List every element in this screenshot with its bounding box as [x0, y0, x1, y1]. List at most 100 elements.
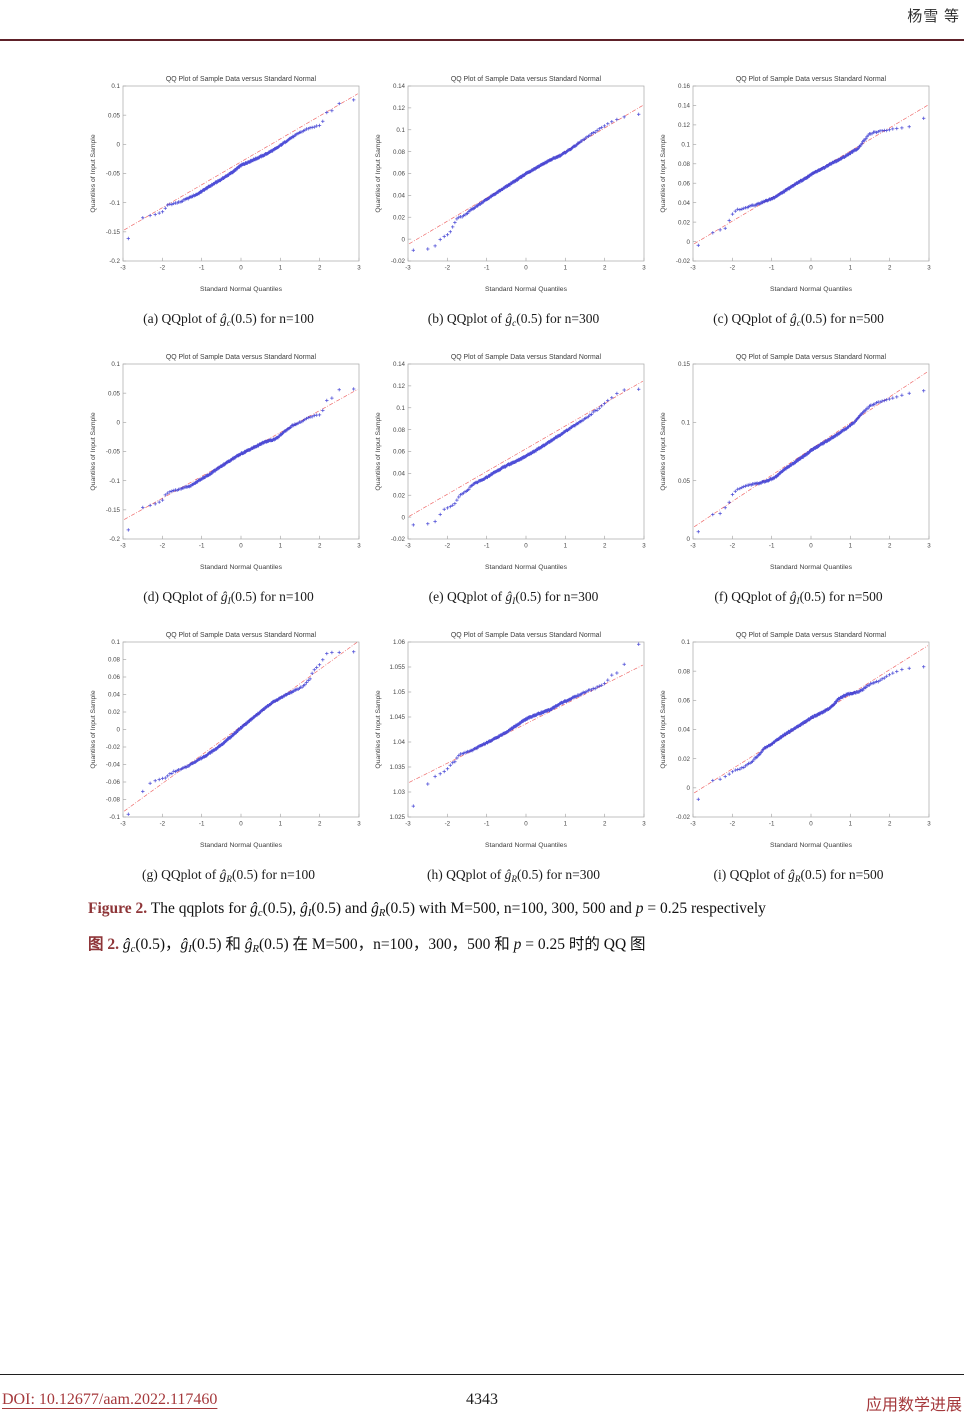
- caption-segment: c: [512, 318, 517, 328]
- y-tick-label: 0.04: [678, 727, 691, 734]
- subplot-caption-c: (c) QQplot of ĝc(0.5) for n=500: [656, 294, 941, 350]
- y-axis-label: Quantiles of Input Sample: [660, 690, 667, 768]
- x-tick-label: 1: [564, 543, 568, 550]
- caption-segment: ĝ: [788, 867, 795, 882]
- x-tick-label: 0: [809, 821, 813, 828]
- reference-line: [409, 664, 643, 783]
- qqplot-cell-d: -3 -2 -1 0 1 2 3 -0.2 -0.15 -0.1 -0.05 0 0.05 0.1 QQ P…: [86, 350, 371, 628]
- x-tick-label: 3: [642, 543, 646, 550]
- qqplot-grid: -3 -2 -1 0 1 2 3 -0.2 -0.15 -0.1 -0.05 0 0.05 0.1 QQ P…: [86, 72, 941, 906]
- caption-segment: (e): [428, 589, 448, 604]
- y-tick-label: -0.2: [109, 258, 120, 265]
- y-axis-label: Quantiles of Input Sample: [660, 134, 667, 212]
- y-tick-label: 0.05: [678, 478, 691, 485]
- x-tick-label: -2: [730, 821, 736, 828]
- x-tick-label: 0: [524, 821, 528, 828]
- subplot-caption-e: (e) QQplot of ĝI(0.5) for n=300: [371, 572, 656, 628]
- plot-title: QQ Plot of Sample Data versus Standard N…: [736, 76, 887, 83]
- y-tick-label: 0.02: [393, 492, 406, 499]
- y-tick-label: -0.02: [676, 258, 691, 265]
- y-axis-label: Quantiles of Input Sample: [90, 690, 97, 768]
- y-tick-label: 0.1: [111, 639, 120, 646]
- caption-segment: p: [635, 900, 644, 917]
- figure-caption-english: Figure 2. The qqplots for ĝc(0.5), ĝI(0.…: [88, 893, 964, 929]
- qqplot-cell-a: -3 -2 -1 0 1 2 3 -0.2 -0.15 -0.1 -0.05 0 0.05 0.1 QQ P…: [86, 72, 371, 350]
- caption-segment: QQplot of: [447, 589, 506, 604]
- footer-rule: [0, 1374, 964, 1375]
- y-tick-label: 0.05: [108, 390, 121, 397]
- x-axis-label: Standard Normal Quantiles: [770, 564, 853, 571]
- figure-caption: Figure 2. The qqplots for ĝc(0.5), ĝI(0.…: [88, 893, 964, 965]
- x-tick-label: -3: [405, 821, 411, 828]
- caption-segment: QQplot of: [731, 311, 791, 326]
- y-tick-label: -0.15: [106, 229, 121, 236]
- x-tick-label: -3: [120, 543, 126, 550]
- x-tick-label: 2: [318, 821, 322, 828]
- y-tick-label: 1.05: [393, 689, 406, 696]
- caption-segment: (0.5) for n=500: [800, 311, 884, 326]
- qq-plot-a: -3 -2 -1 0 1 2 3 -0.2 -0.15 -0.1 -0.05 0 0.05 0.1 QQ P…: [90, 76, 361, 293]
- y-tick-label: -0.02: [391, 536, 406, 543]
- caption-segment: QQplot of: [162, 589, 221, 604]
- x-tick-label: 0: [239, 543, 243, 550]
- x-tick-label: 2: [603, 543, 607, 550]
- sample-quantile-markers: [126, 650, 356, 816]
- y-tick-label: -0.04: [106, 762, 121, 769]
- x-tick-label: 2: [888, 543, 892, 550]
- caption-segment: R: [378, 908, 386, 919]
- y-tick-label: 0.08: [393, 427, 406, 434]
- x-tick-label: -2: [160, 265, 166, 272]
- y-tick-label: 0: [117, 727, 121, 734]
- caption-segment: ĝ: [220, 589, 228, 604]
- y-tick-label: -0.15: [106, 507, 121, 514]
- plot-title: QQ Plot of Sample Data versus Standard N…: [451, 76, 602, 83]
- plot-title: QQ Plot of Sample Data versus Standard N…: [736, 632, 887, 639]
- y-tick-label: -0.02: [106, 744, 121, 751]
- x-tick-label: 1: [564, 265, 568, 272]
- caption-segment: ĝ: [505, 589, 513, 604]
- reference-line: [124, 93, 358, 231]
- doi-link[interactable]: DOI: 10.12677/aam.2022.117460: [2, 1391, 218, 1408]
- qq-plot-h: -3 -2 -1 0 1 2 3 1.025 1.03 1.035 1.04 1.045 1.05 1.0…: [375, 632, 646, 849]
- x-axis-label: Standard Normal Quantiles: [200, 286, 283, 293]
- y-tick-label: -0.05: [106, 171, 121, 178]
- y-tick-label: 0: [687, 239, 691, 246]
- x-tick-label: 1: [849, 821, 853, 828]
- x-tick-label: -1: [199, 821, 205, 828]
- x-tick-label: 2: [888, 821, 892, 828]
- caption-segment: QQplot of: [731, 589, 790, 604]
- y-tick-label: 0.06: [678, 180, 691, 187]
- qq-plot-c: -3 -2 -1 0 1 2 3 -0.02 0 0.02 0.04 0.06 0.08 0.1 0.12 0…: [660, 76, 931, 293]
- x-tick-label: 0: [524, 265, 528, 272]
- x-tick-label: -3: [690, 543, 696, 550]
- subplot-caption-d: (d) QQplot of ĝI(0.5) for n=100: [86, 572, 371, 628]
- y-tick-label: 0.05: [108, 112, 121, 119]
- x-tick-label: 2: [603, 265, 607, 272]
- x-tick-label: 3: [357, 265, 361, 272]
- y-tick-label: 0.08: [678, 668, 691, 675]
- caption-segment: (0.5) for n=300: [517, 867, 600, 882]
- y-tick-label: 1.03: [393, 789, 406, 796]
- plot-title: QQ Plot of Sample Data versus Standard N…: [451, 354, 602, 361]
- caption-segment: R: [794, 874, 801, 884]
- caption-segment: The qqplots for: [147, 900, 251, 917]
- subplot-caption-g: (g) QQplot of ĝR(0.5) for n=100: [86, 850, 371, 906]
- x-axis-label: Standard Normal Quantiles: [485, 564, 568, 571]
- caption-segment: c: [257, 908, 263, 919]
- y-tick-label: 0.02: [393, 214, 406, 221]
- x-axis-label: Standard Normal Quantiles: [200, 842, 283, 849]
- journal-link[interactable]: 应用数学进展: [865, 1397, 962, 1414]
- x-tick-label: -1: [484, 543, 490, 550]
- caption-segment: (0.5) for n=500: [800, 867, 884, 882]
- caption-segment: I: [512, 596, 516, 606]
- y-tick-label: 0.08: [108, 657, 121, 664]
- caption-segment: ĝ: [122, 936, 131, 953]
- x-tick-label: 1: [279, 265, 283, 272]
- qq-plot-i: -3 -2 -1 0 1 2 3 -0.02 0 0.02 0.04 0.06 0.08 0.1 QQ Pl…: [660, 632, 931, 849]
- caption-segment: c: [226, 318, 231, 328]
- y-tick-label: 0.15: [678, 361, 691, 368]
- caption-segment: = 0.25 时的 QQ 图: [521, 936, 646, 953]
- caption-segment: ĝ: [219, 867, 227, 882]
- x-tick-label: 0: [239, 265, 243, 272]
